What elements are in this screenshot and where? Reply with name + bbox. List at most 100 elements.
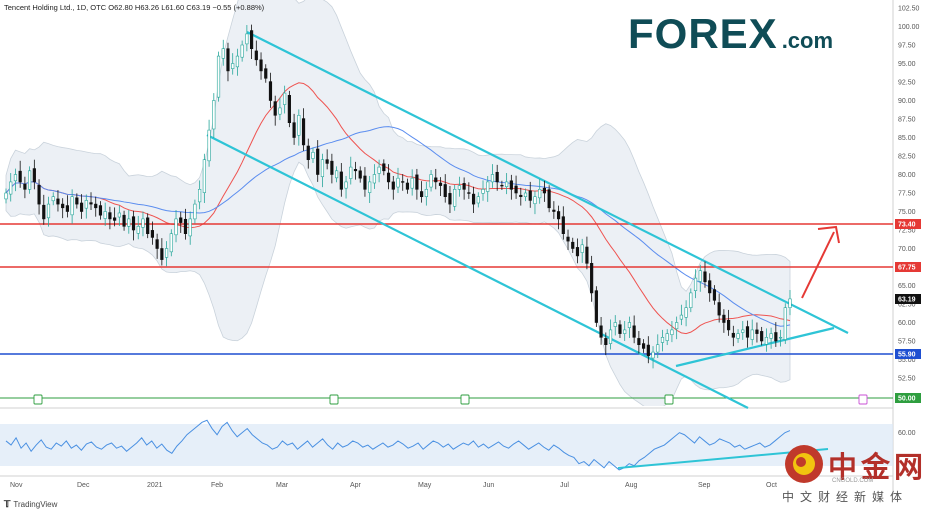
candle-body (320, 159, 325, 178)
candle-body (519, 194, 523, 198)
price-tick-label: 55.00 (898, 357, 916, 364)
rsi-line (5, 419, 791, 471)
candle-body (684, 307, 688, 318)
candle-body (632, 325, 636, 338)
candle-body (448, 193, 452, 205)
candle-body (764, 336, 768, 345)
candle-body (731, 332, 735, 338)
candle-body (23, 183, 27, 190)
candle-body (283, 92, 287, 105)
candle-body (98, 205, 103, 216)
price-tick-label: 70.00 (898, 246, 916, 253)
price-tick-label: 85.00 (898, 135, 916, 142)
time-tick-label: May (418, 482, 432, 489)
price-tick-label: 102.50 (898, 6, 920, 13)
channel-lower-line (206, 134, 749, 409)
candle-body (509, 180, 513, 190)
candle-body (363, 175, 367, 190)
candle-body (202, 159, 206, 193)
candle-body (689, 292, 693, 308)
channel-upper-line (246, 31, 849, 334)
candle-body (708, 280, 712, 294)
candle-body (89, 202, 93, 205)
tradingview-footer[interactable]: 𝕋 TradingView (4, 499, 57, 510)
candle-body (56, 198, 60, 205)
candle-body (774, 332, 778, 342)
candle-body (292, 122, 296, 138)
candle-body (193, 203, 197, 220)
candle-body (604, 338, 608, 346)
candle-body (231, 63, 235, 69)
candle-body (386, 172, 391, 183)
candle-body (651, 351, 655, 359)
time-tick-label: Mar (276, 482, 289, 489)
candle-body (571, 241, 575, 249)
candle-body (377, 166, 381, 174)
candle-body (566, 236, 570, 242)
candle-body (613, 322, 617, 327)
time-axis: Nov Dec 2021 Feb Mar Apr May Jun Jul Aug Sep Oct (10, 482, 777, 489)
candle-body (249, 30, 254, 49)
candle-body (103, 211, 107, 219)
earnings-marker-icon (329, 394, 339, 405)
candle-body (745, 326, 750, 338)
candle-body (675, 322, 679, 330)
candle-body (486, 181, 490, 192)
candle-body (330, 160, 334, 175)
candle-body (136, 226, 140, 234)
candle-body (788, 298, 792, 309)
candle-body (297, 115, 301, 136)
candle-body (736, 333, 740, 339)
candle-body (528, 190, 532, 201)
candle-body (590, 262, 594, 294)
cngold-subtitle: 中文财经新媒体 (782, 490, 909, 504)
candle-body (306, 145, 310, 160)
candle-body (160, 248, 164, 260)
candle-body (495, 171, 499, 183)
candle-body (372, 174, 376, 184)
price-tick-label: 82.50 (898, 154, 916, 161)
candle-body (627, 322, 632, 328)
candle-body (424, 189, 428, 198)
symbol-title: Tencent Holding Ltd., 1D, OTC (4, 3, 107, 12)
candle-body (278, 107, 282, 115)
forex-logo: FOREX .com (628, 10, 834, 57)
candle-body (264, 68, 268, 79)
candle-body (301, 118, 306, 146)
level-tag-label: 55.90 (898, 352, 916, 359)
candle-body (769, 333, 773, 339)
candle-body (727, 319, 731, 331)
candle-body (429, 174, 433, 188)
candle-body (226, 48, 230, 72)
candle-body (438, 182, 443, 186)
candle-body (415, 174, 419, 190)
chart-header: Tencent Holding Ltd., 1D, OTC O62.80 H63… (4, 3, 264, 12)
candle-body (523, 192, 528, 198)
ohlc-values: O62.80 H63.26 L61.60 C63.19 −0.55 (+0.88… (108, 3, 265, 12)
candle-body (741, 329, 745, 333)
candle-body (94, 203, 98, 209)
candle-body (141, 218, 145, 228)
candle-body (287, 95, 291, 123)
candle-body (547, 189, 551, 209)
candle-body (353, 169, 358, 172)
cngold-title: 中金网 (828, 450, 928, 484)
candle-body (235, 55, 240, 68)
candle-body (646, 344, 650, 357)
candle-body (358, 170, 362, 179)
trend-channel (206, 31, 849, 409)
candle-body (221, 48, 225, 59)
price-tick-label: 72.50 (898, 228, 916, 235)
candle-body (273, 101, 277, 116)
candle-body (656, 344, 660, 353)
candle-body (70, 196, 74, 216)
price-tick-label: 60.00 (898, 320, 916, 327)
cngold-logo-icon (785, 445, 823, 483)
candle-body (405, 182, 410, 190)
candle-body (401, 181, 405, 183)
candle-body (665, 333, 669, 341)
time-tick-label: Oct (766, 482, 777, 489)
candle-body (505, 181, 509, 188)
candle-body (623, 329, 627, 334)
